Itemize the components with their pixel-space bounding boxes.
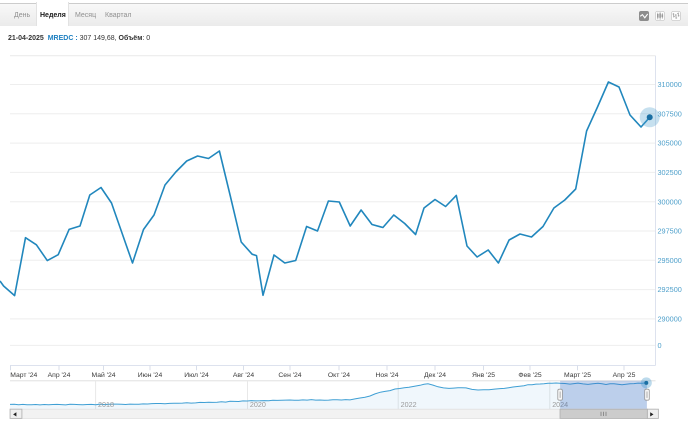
svg-text:302500: 302500 bbox=[658, 168, 682, 177]
svg-text:2020: 2020 bbox=[250, 400, 266, 409]
svg-text:Окт '24: Окт '24 bbox=[328, 372, 350, 379]
svg-text:297500: 297500 bbox=[658, 227, 682, 236]
svg-text:Дек '24: Дек '24 bbox=[424, 372, 446, 379]
svg-text:290000: 290000 bbox=[658, 315, 682, 324]
svg-text:Апр '24: Апр '24 bbox=[48, 372, 71, 379]
svg-text:Янв '25: Янв '25 bbox=[472, 372, 495, 379]
svg-text:2022: 2022 bbox=[401, 400, 417, 409]
svg-text:2018: 2018 bbox=[98, 400, 114, 409]
svg-text:Фев '25: Фев '25 bbox=[518, 372, 542, 379]
svg-text:Авг '24: Авг '24 bbox=[233, 372, 255, 379]
svg-text:305000: 305000 bbox=[658, 139, 682, 148]
svg-text:Ноя '24: Ноя '24 bbox=[375, 372, 398, 379]
svg-text:Июн '24: Июн '24 bbox=[138, 372, 163, 379]
svg-text:Сен '24: Сен '24 bbox=[278, 372, 301, 379]
svg-text:307500: 307500 bbox=[658, 109, 682, 118]
svg-text:Март '24: Март '24 bbox=[10, 372, 37, 379]
svg-text:292500: 292500 bbox=[658, 285, 682, 294]
svg-text:Апр '25: Апр '25 bbox=[613, 372, 636, 379]
svg-text:Май '24: Май '24 bbox=[91, 371, 115, 379]
svg-text:310000: 310000 bbox=[658, 80, 682, 89]
svg-text:2024: 2024 bbox=[552, 400, 568, 409]
svg-text:0: 0 bbox=[658, 341, 662, 350]
svg-text:Июл '24: Июл '24 bbox=[184, 372, 209, 379]
svg-text:300000: 300000 bbox=[658, 197, 682, 206]
svg-text:Март '25: Март '25 bbox=[564, 372, 591, 379]
svg-text:295000: 295000 bbox=[658, 256, 682, 265]
